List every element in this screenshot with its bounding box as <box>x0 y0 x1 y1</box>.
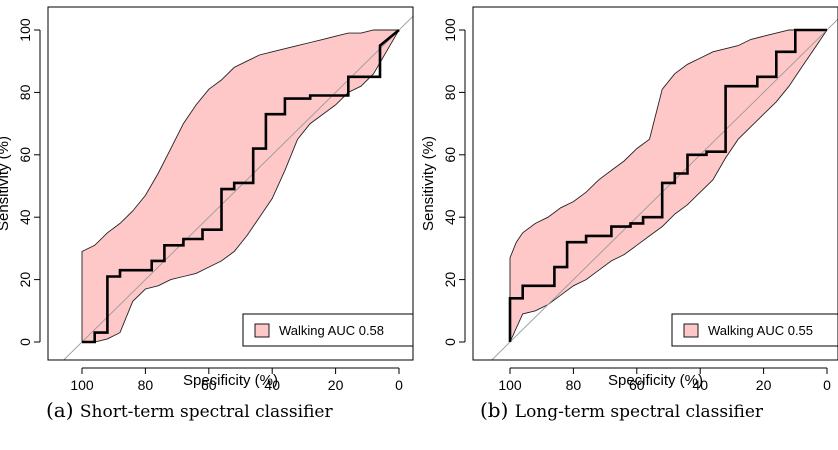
roc-curve-b <box>508 28 827 342</box>
y-axis-a: 0 20 40 60 80 100 <box>17 18 41 346</box>
y-tick-label: 0 <box>442 338 458 346</box>
diagonal-reference-b <box>491 18 838 360</box>
y-tick-label: 80 <box>17 84 33 100</box>
legend-a: Walking AUC 0.58 <box>242 313 414 347</box>
x-axis-b: 100 80 60 40 20 0 <box>498 367 831 393</box>
y-tick-label: 60 <box>442 147 458 163</box>
y-tick-label: 40 <box>442 209 458 225</box>
x-tick-label: 20 <box>756 377 772 393</box>
x-tick-label: 80 <box>138 377 154 393</box>
legend-box-b <box>671 313 838 347</box>
legend-label-b: Walking AUC 0.55 <box>708 323 813 338</box>
legend-swatch-b <box>683 323 699 338</box>
y-tick-label: 60 <box>17 147 33 163</box>
x-axis-label-a: Specificity (%) <box>183 372 278 389</box>
caption-label-a: (a) <box>46 398 74 422</box>
x-tick-label: 100 <box>498 377 522 393</box>
caption-a: (a) Short-term spectral classifier <box>46 398 333 422</box>
caption-text-a: Short-term spectral classifier <box>79 402 333 422</box>
x-tick-label: 40 <box>692 377 708 393</box>
x-tick-label: 60 <box>201 377 217 393</box>
x-tick-label: 0 <box>395 377 403 393</box>
x-tick-label: 40 <box>264 377 280 393</box>
legend-b: Walking AUC 0.55 <box>671 313 838 347</box>
x-tick-label: 60 <box>629 377 645 393</box>
x-tick-label: 0 <box>823 377 831 393</box>
x-tick-label: 20 <box>328 377 344 393</box>
caption-text-b: Long-term spectral classifier <box>514 402 764 422</box>
caption-label-b: (b) <box>480 398 509 422</box>
y-tick-label: 0 <box>17 338 33 346</box>
panel-a: 100 80 60 40 20 0 0 20 40 60 80 100 Specificity (%… <box>0 6 414 393</box>
caption-b: (b) Long-term spectral classifier <box>480 398 763 422</box>
y-tick-label: 100 <box>17 18 33 42</box>
diagonal-reference-a <box>63 15 413 360</box>
y-tick-label: 80 <box>442 84 458 100</box>
roc-curve-a <box>82 28 400 344</box>
x-axis-a: 100 80 60 40 20 0 <box>70 367 403 393</box>
x-axis-label-b: Specificity (%) <box>608 372 703 389</box>
y-tick-label: 20 <box>17 272 33 288</box>
panel-b: 100 80 60 40 20 0 0 20 40 60 80 100 Specificity (%… <box>420 6 838 393</box>
legend-label-a: Walking AUC 0.58 <box>279 323 384 338</box>
x-tick-label: 80 <box>566 377 582 393</box>
y-tick-label: 100 <box>442 18 458 42</box>
x-tick-label: 100 <box>70 377 94 393</box>
y-axis-b: 0 20 40 60 80 100 <box>442 18 466 346</box>
legend-box-a <box>242 313 414 347</box>
legend-swatch-a <box>254 323 270 338</box>
y-axis-label-b: Sensitivity (%) <box>420 136 437 231</box>
plot-frame-b <box>472 6 838 361</box>
y-tick-label: 40 <box>17 209 33 225</box>
y-tick-label: 20 <box>442 272 458 288</box>
y-axis-label-a: Sensitivity (%) <box>0 136 12 231</box>
plot-frame-a <box>47 6 414 361</box>
